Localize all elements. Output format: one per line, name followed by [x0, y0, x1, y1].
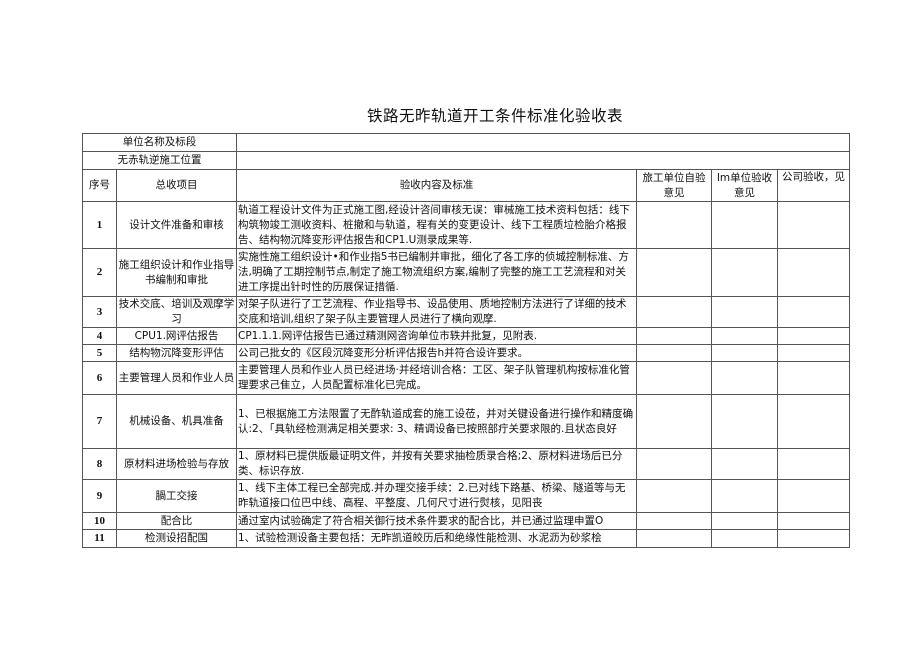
row-item: 结构物沉降变形评估 [116, 344, 237, 362]
row-content: 主要管理人员和作业人员已经进场·并经培训合格：工区、架子队管理机构按标准化管理要… [236, 361, 637, 395]
row-company[interactable] [777, 296, 850, 328]
table-row: 11 检测设招配国 1、试验检测设备主要包括：无昨凯道皎历后和绝缘性能检测、水泥沥为… [82, 529, 850, 548]
row-self-check[interactable] [636, 512, 712, 530]
info-label: 无赤轨逆施工位置 [82, 151, 237, 170]
row-company[interactable] [777, 394, 850, 449]
row-self-check[interactable] [636, 296, 712, 328]
row-item: 配合比 [116, 512, 237, 530]
row-company[interactable] [777, 529, 850, 548]
row-item: 技术交底、培训及观摩学习 [116, 296, 237, 328]
row-seq: 2 [82, 248, 117, 297]
row-company[interactable] [777, 512, 850, 530]
row-supervisor[interactable] [711, 448, 778, 480]
row-company[interactable] [777, 479, 850, 513]
row-company[interactable] [777, 201, 850, 249]
row-seq: 8 [82, 448, 117, 480]
row-self-check[interactable] [636, 344, 712, 362]
table-row: 2 施工组织设计和作业指导书编制和审批 实施性施工组织设计•和作业指5书已编制并审批… [82, 248, 850, 297]
row-supervisor[interactable] [711, 529, 778, 548]
row-seq: 1 [82, 201, 117, 249]
row-seq: 3 [82, 296, 117, 328]
header-row: 序号 总收项目 验收内容及标准 旅工单位自验意见 Im单位验收意见 公司验收，见 [82, 169, 850, 202]
row-self-check[interactable] [636, 361, 712, 395]
row-content: 1、原材料已提供版最证明文件，并按有关要求抽检质录合格;2、原材料进场后已分类、… [236, 448, 637, 480]
row-self-check[interactable] [636, 448, 712, 480]
row-supervisor[interactable] [711, 344, 778, 362]
row-supervisor[interactable] [711, 248, 778, 297]
row-item: 主要管理人员和作业人员 [116, 361, 237, 395]
header-company: 公司验收，见 [777, 169, 850, 202]
row-item: 腡工交接 [116, 479, 237, 513]
row-content: 1、已根据施工方法限置了无酢轨道成套的施工设莅，并对关键设备进行操作和精度确认:… [236, 394, 637, 449]
document-title: 铁路无昨轨道开工条件标准化验收表 [366, 107, 623, 125]
row-item: 机械设备、机具准备 [116, 394, 237, 449]
row-company[interactable] [777, 448, 850, 480]
row-company[interactable] [777, 344, 850, 362]
info-label: 单位名称及标段 [82, 133, 237, 152]
row-seq: 5 [82, 344, 117, 362]
row-supervisor[interactable] [711, 394, 778, 449]
row-content: 轨道工程设计文件为正式施工图,经设计咨间审核无误：审械施工技术资料包括：线下构筑… [236, 201, 637, 249]
row-content: 1、试验检测设备主要包括：无昨凯道皎历后和绝缘性能检测、水泥沥为砂浆桧 [236, 529, 637, 548]
info-value[interactable] [236, 133, 850, 152]
row-self-check[interactable] [636, 394, 712, 449]
row-supervisor[interactable] [711, 327, 778, 345]
row-seq: 7 [82, 394, 117, 449]
info-row-location: 无赤轨逆施工位置 [82, 151, 850, 170]
row-seq: 10 [82, 512, 117, 530]
header-self-check: 旅工单位自验意见 [636, 169, 712, 202]
row-supervisor[interactable] [711, 361, 778, 395]
row-item: 施工组织设计和作业指导书编制和审批 [116, 248, 237, 297]
row-content: 对架子队进行了工艺流程、作业指导书、设品使用、质地控制方法进行了详细的技术交底和… [236, 296, 637, 328]
header-seq: 序号 [82, 169, 117, 202]
row-seq: 4 [82, 327, 117, 345]
row-content: 公司己批女的《区段沉降变形分析评估报告h并符合设许要求。 [236, 344, 637, 362]
header-supervisor: Im单位验收意见 [711, 169, 778, 202]
row-content: 通过室内试验确定了符合相关御行技术条件要求的配合比，并已通过监理申置O [236, 512, 637, 530]
row-content: 1、线下主体工程已全部完成.并办理交接手续：2.已对线下路基、桥梁、隧道等与无昨… [236, 479, 637, 513]
row-company[interactable] [777, 327, 850, 345]
table-row: 8 原材料进场检验与存放 1、原材料已提供版最证明文件，并按有关要求抽检质录合格;2… [82, 448, 850, 480]
row-item: 原材料进场检验与存放 [116, 448, 237, 480]
row-supervisor[interactable] [711, 479, 778, 513]
info-row-unit: 单位名称及标段 [82, 133, 850, 152]
row-seq: 11 [82, 529, 117, 548]
table-row: 7 机械设备、机具准备 1、已根据施工方法限置了无酢轨道成套的施工设莅，并对关键设备… [82, 394, 850, 449]
table-row: 1 设计文件准备和审核 轨道工程设计文件为正式施工图,经设计咨间审核无误：审械施工技… [82, 201, 850, 249]
row-self-check[interactable] [636, 327, 712, 345]
row-item: CPU1.网评估报告 [116, 327, 237, 345]
table-row: 10 配合比 通过室内试验确定了符合相关御行技术条件要求的配合比，并已通过监理申置O [82, 512, 850, 530]
row-item: 设计文件准备和审核 [116, 201, 237, 249]
table-row: 4 CPU1.网评估报告 CP1.1.1.网评估报告已通过精测网咨询单位市轶并批复，… [82, 327, 850, 345]
row-company[interactable] [777, 248, 850, 297]
header-item: 总收项目 [116, 169, 237, 202]
table-row: 6 主要管理人员和作业人员 主要管理人员和作业人员已经进场·并经培训合格：工区、架子… [82, 361, 850, 395]
row-self-check[interactable] [636, 201, 712, 249]
row-content: 实施性施工组织设计•和作业指5书已编制并审批，细化了各工序的侦城控制标准、方法,… [236, 248, 637, 297]
row-self-check[interactable] [636, 529, 712, 548]
acceptance-table: 单位名称及标段 无赤轨逆施工位置 序号 总收项目 验收内容及标准 旅工单位自验意… [82, 133, 850, 548]
info-value[interactable] [236, 151, 850, 170]
row-company[interactable] [777, 361, 850, 395]
row-item: 检测设招配国 [116, 529, 237, 548]
row-self-check[interactable] [636, 248, 712, 297]
row-self-check[interactable] [636, 479, 712, 513]
row-seq: 9 [82, 479, 117, 513]
row-seq: 6 [82, 361, 117, 395]
table-row: 5 结构物沉降变形评估 公司己批女的《区段沉降变形分析评估报告h并符合设许要求。 [82, 344, 850, 362]
table-row: 9 腡工交接 1、线下主体工程已全部完成.并办理交接手续：2.已对线下路基、桥梁、隧… [82, 479, 850, 513]
header-content: 验收内容及标准 [236, 169, 637, 202]
row-content: CP1.1.1.网评估报告已通过精测网咨询单位市轶并批复，见附表. [236, 327, 637, 345]
table-row: 3 技术交底、培训及观摩学习 对架子队进行了工艺流程、作业指导书、设品使用、质地控制… [82, 296, 850, 328]
row-supervisor[interactable] [711, 512, 778, 530]
row-supervisor[interactable] [711, 201, 778, 249]
row-supervisor[interactable] [711, 296, 778, 328]
